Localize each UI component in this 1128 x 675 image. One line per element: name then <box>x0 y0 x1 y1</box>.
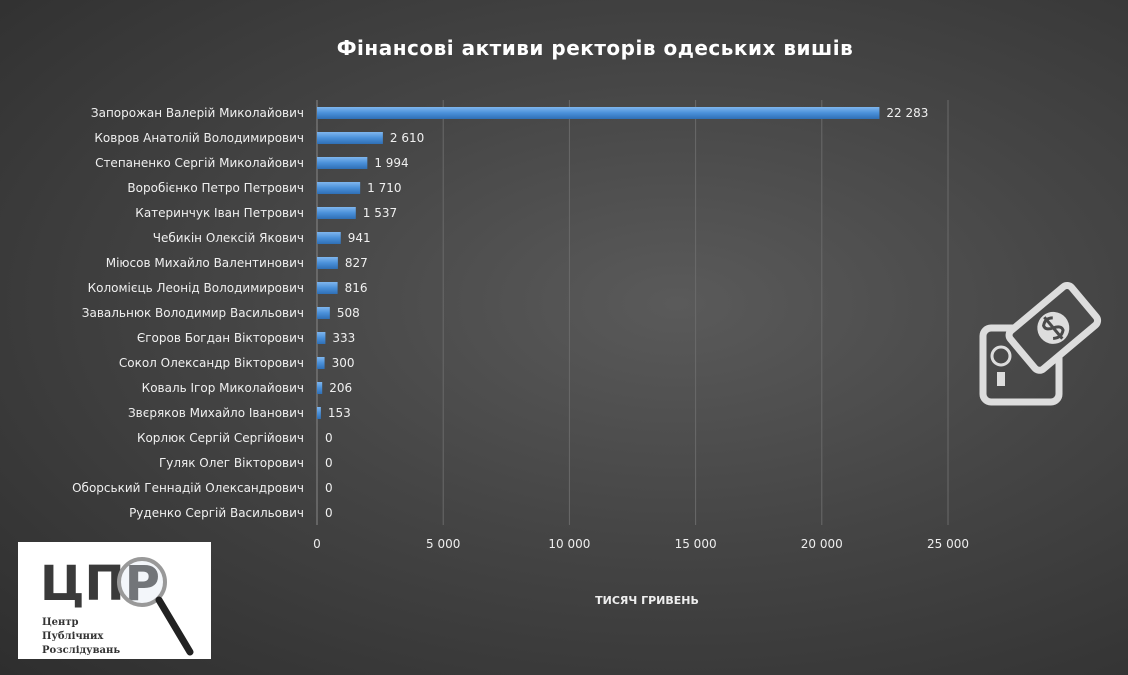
bar <box>317 307 330 319</box>
cpr-logo: ЦПР Центр Публічних Розслідувань <box>18 542 211 659</box>
data-label: 300 <box>332 356 355 370</box>
y-tick-label: Катеринчук Іван Петрович <box>135 206 304 220</box>
bar <box>317 157 368 169</box>
magnifier-logo-icon: ЦПР Центр Публічних Розслідувань <box>40 556 194 656</box>
data-label: 153 <box>328 406 351 420</box>
y-tick-label: Сокол Олександр Вікторович <box>119 356 304 370</box>
data-label: 508 <box>337 306 360 320</box>
x-tick-label: 5 000 <box>426 537 460 551</box>
logo-line-1: Центр <box>42 617 79 628</box>
data-label: 0 <box>325 506 333 520</box>
data-label: 0 <box>325 481 333 495</box>
x-axis-label: ТИСЯЧ ГРИВЕНЬ <box>595 594 699 607</box>
data-label: 816 <box>345 281 368 295</box>
y-tick-label: Завальнюк Володимир Васильович <box>82 306 304 320</box>
data-label: 1 994 <box>374 156 408 170</box>
logo-line-2: Публічних <box>42 631 104 642</box>
bar <box>317 132 383 144</box>
bar <box>317 332 326 344</box>
x-tick-label: 0 <box>313 537 321 551</box>
data-label: 333 <box>332 331 355 345</box>
data-label: 0 <box>325 456 333 470</box>
data-label: 941 <box>348 231 371 245</box>
data-label: 206 <box>329 381 352 395</box>
bar <box>317 207 356 219</box>
data-label: 1 537 <box>363 206 397 220</box>
bar <box>317 357 325 369</box>
logo-line-3: Розслідувань <box>42 645 120 656</box>
bar <box>317 382 323 394</box>
data-label: 827 <box>345 256 368 270</box>
y-tick-label: Запорожан Валерій Миколайович <box>91 106 304 120</box>
safe-money-icon <box>979 281 1102 406</box>
data-label: 1 710 <box>367 181 401 195</box>
bar <box>317 232 341 244</box>
bar <box>317 107 880 119</box>
y-tick-label: Коломієць Леонід Володимирович <box>88 281 304 295</box>
y-tick-label: Руденко Сергій Васильович <box>129 506 304 520</box>
logo-big-text: ЦПР <box>40 556 160 612</box>
x-tick-label: 15 000 <box>675 537 717 551</box>
y-tick-label: Чебикін Олексій Якович <box>153 231 304 245</box>
y-tick-label: Гуляк Олег Вікторович <box>159 456 304 470</box>
y-tick-label: Коваль Ігор Миколайович <box>142 381 304 395</box>
y-tick-label: Міюсов Михайло Валентинович <box>106 256 304 270</box>
bar <box>317 257 338 269</box>
x-tick-label: 20 000 <box>801 537 843 551</box>
x-tick-label: 10 000 <box>548 537 590 551</box>
data-label: 2 610 <box>390 131 424 145</box>
data-label: 0 <box>325 431 333 445</box>
y-tick-label: Корлюк Сергій Сергійович <box>137 431 304 445</box>
y-tick-label: Степаненко Сергій Миколайович <box>95 156 304 170</box>
bar <box>317 407 321 419</box>
y-tick-label: Єгоров Богдан Вікторович <box>137 331 304 345</box>
chart-title: Фінансові активи ректорів одеських вишів <box>336 36 854 60</box>
y-tick-label: Звєряков Михайло Іванович <box>128 406 304 420</box>
bar <box>317 282 338 294</box>
x-tick-label: 25 000 <box>927 537 969 551</box>
y-tick-label: Оборський Геннадій Олександрович <box>72 481 304 495</box>
y-tick-label: Воробієнко Петро Петрович <box>127 181 304 195</box>
data-label: 22 283 <box>886 106 928 120</box>
y-tick-label: Ковров Анатолій Володимирович <box>94 131 304 145</box>
bar <box>317 182 361 194</box>
